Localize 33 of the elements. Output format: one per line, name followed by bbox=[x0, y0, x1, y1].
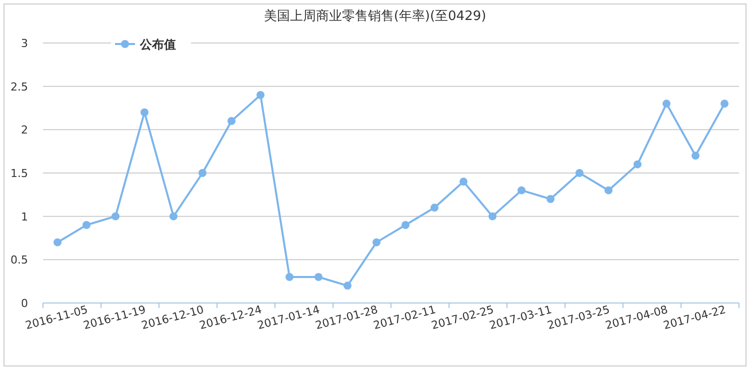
y-tick-label: 0.5 bbox=[10, 254, 28, 267]
point bbox=[488, 212, 496, 220]
point bbox=[546, 195, 554, 203]
point bbox=[54, 238, 62, 246]
y-tick-label: 3 bbox=[21, 37, 28, 50]
y-tick-label: 2.5 bbox=[10, 80, 28, 94]
point bbox=[604, 186, 612, 194]
point bbox=[170, 212, 178, 220]
point bbox=[720, 100, 728, 108]
point bbox=[198, 169, 206, 177]
point bbox=[228, 117, 236, 125]
point bbox=[692, 152, 700, 160]
y-tick-label: 1 bbox=[21, 210, 28, 224]
point bbox=[286, 273, 294, 281]
point bbox=[460, 178, 468, 186]
point bbox=[344, 282, 352, 290]
y-tick-label: 0 bbox=[21, 297, 28, 310]
y-tick-label: 2 bbox=[21, 124, 28, 137]
point bbox=[576, 169, 584, 177]
chart-title: 美国上周商业零售销售(年率)(至0429) bbox=[264, 8, 486, 24]
point bbox=[140, 108, 148, 116]
legend-label: 公布值 bbox=[139, 38, 176, 52]
point bbox=[430, 204, 438, 212]
point bbox=[402, 221, 410, 229]
point bbox=[372, 238, 380, 246]
point bbox=[82, 221, 90, 229]
point bbox=[634, 160, 642, 168]
point bbox=[112, 212, 120, 220]
point bbox=[256, 91, 264, 99]
point bbox=[314, 273, 322, 281]
y-tick-label: 1.5 bbox=[10, 167, 28, 180]
point bbox=[518, 186, 526, 194]
point bbox=[662, 100, 670, 108]
